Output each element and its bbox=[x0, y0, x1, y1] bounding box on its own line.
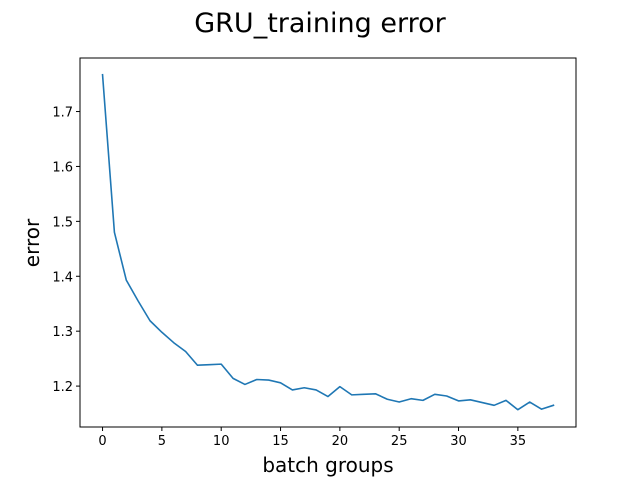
x-tick-label: 15 bbox=[272, 434, 289, 449]
x-tick-label: 25 bbox=[391, 434, 408, 449]
y-tick-label: 1.3 bbox=[52, 325, 73, 340]
x-axis-title: batch groups bbox=[262, 453, 393, 477]
y-tick-label: 1.7 bbox=[52, 106, 73, 121]
y-tick-label: 1.5 bbox=[52, 215, 73, 230]
axis-ticks: 0 5 10 15 20 25 30 35 1.2 1.3 1.4 1.5 1.6 1.7 bbox=[52, 106, 526, 449]
x-tick-label: 10 bbox=[213, 434, 230, 449]
x-tick-label: 35 bbox=[510, 434, 527, 449]
x-tick-label: 30 bbox=[450, 434, 467, 449]
y-tick-label: 1.2 bbox=[52, 380, 73, 395]
chart-title: GRU_training error bbox=[194, 8, 446, 39]
x-tick-label: 20 bbox=[332, 434, 349, 449]
y-tick-label: 1.6 bbox=[52, 160, 73, 175]
series-group bbox=[101, 73, 555, 411]
x-tick-label: 5 bbox=[158, 434, 166, 449]
x-tick-label: 0 bbox=[98, 434, 106, 449]
y-axis-title: error bbox=[20, 218, 44, 267]
plot-frame bbox=[79, 57, 577, 428]
y-tick-label: 1.4 bbox=[52, 270, 73, 285]
series-line bbox=[101, 73, 555, 411]
plot-area bbox=[80, 58, 576, 427]
